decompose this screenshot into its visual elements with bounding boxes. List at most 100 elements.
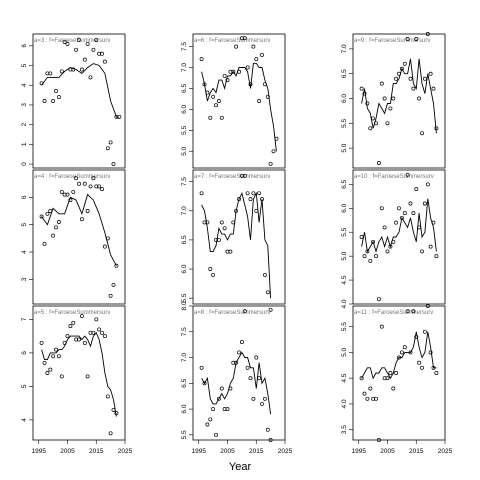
x-tick-label: 2015	[89, 448, 104, 455]
data-point	[111, 282, 116, 287]
fitted-line	[361, 198, 437, 253]
data-point	[385, 376, 390, 381]
data-point	[397, 71, 401, 76]
panel-title: a=3 : f=FaroeseSummersurv	[34, 38, 110, 44]
data-point	[65, 192, 70, 197]
fitted-line	[361, 58, 437, 134]
y-tick-label: 6	[21, 351, 28, 355]
panel-frame	[32, 169, 126, 305]
data-point	[54, 225, 58, 230]
data-point	[39, 214, 44, 219]
data-point	[245, 191, 250, 196]
data-point	[399, 66, 404, 71]
y-tick-label: 7.0	[181, 206, 188, 215]
data-point	[248, 376, 253, 381]
data-point	[208, 115, 213, 120]
data-point	[71, 189, 76, 194]
data-point	[54, 89, 58, 94]
data-point	[248, 82, 253, 87]
data-point	[97, 327, 102, 332]
data-point	[74, 176, 79, 181]
y-tick-label: 6.0	[341, 203, 348, 212]
data-point	[62, 340, 67, 345]
panel-4: a=4 : f=FaroeseSummersurv 3 4 5 6	[21, 169, 126, 305]
data-point	[97, 184, 102, 189]
data-point	[237, 197, 241, 202]
panel-1: a=3 : f=FaroeseSummersurv 0 1 2 3 4 5 6	[21, 33, 126, 169]
data-point	[214, 103, 218, 108]
y-tick-label: 7.5	[181, 42, 188, 51]
panel-3: a=9 : f=FaroeseSummersurv 5.0 5.5 6.0 6.5 7.0	[341, 32, 446, 169]
x-tick-label: 2025	[438, 448, 453, 455]
data-point	[199, 191, 204, 196]
data-point	[254, 355, 259, 360]
data-point	[39, 81, 44, 86]
data-point	[228, 386, 233, 391]
data-point	[397, 355, 401, 360]
data-point	[434, 254, 439, 259]
data-point	[376, 297, 381, 302]
data-point	[91, 47, 96, 52]
panel-7: a=5 : f=FaroeseSummersurv 4 5 6 7 1995 2005 201…	[21, 305, 133, 455]
data-point	[417, 96, 422, 101]
y-tick-label: 5.5	[181, 125, 188, 134]
data-point	[108, 140, 113, 145]
panel-6: a=10 : f=FaroeseSummersurv 4.0 4.5 5.0 5.5 6.…	[341, 169, 446, 309]
data-point	[222, 226, 227, 231]
y-tick-label: 6.0	[341, 94, 348, 103]
data-point	[251, 44, 256, 49]
y-tick-label: 8.0	[181, 301, 188, 310]
data-point	[245, 365, 250, 370]
data-point	[71, 67, 76, 72]
data-point	[208, 417, 213, 422]
panel-title: a=7 : f=FaroeseSummersurv	[194, 174, 270, 180]
data-point	[431, 86, 436, 91]
data-point	[211, 94, 216, 99]
data-point	[417, 225, 422, 230]
data-point	[225, 407, 230, 412]
data-point	[362, 254, 367, 259]
data-point	[382, 96, 387, 101]
data-point	[242, 309, 247, 314]
data-point	[268, 161, 273, 166]
data-point	[265, 94, 270, 99]
data-point	[391, 96, 396, 101]
data-point	[219, 386, 224, 391]
data-point	[374, 121, 378, 126]
data-point	[254, 57, 259, 62]
data-point	[102, 244, 107, 249]
data-point	[242, 36, 247, 41]
data-point	[62, 39, 67, 44]
data-point	[428, 71, 433, 76]
y-tick-label: 4.0	[341, 399, 348, 408]
data-point	[265, 427, 270, 432]
data-point	[371, 116, 376, 121]
fitted-line	[201, 62, 277, 152]
data-point	[365, 101, 370, 106]
y-tick-label: 3	[21, 277, 28, 281]
data-point	[391, 386, 396, 391]
data-point	[228, 249, 233, 254]
y-tick-label: 4	[21, 418, 28, 422]
data-point	[405, 37, 410, 41]
data-point	[365, 396, 370, 401]
data-point	[399, 215, 404, 220]
data-point	[56, 95, 61, 100]
data-point	[231, 69, 236, 74]
data-point	[268, 307, 273, 312]
data-point	[242, 173, 247, 178]
data-point	[376, 161, 381, 165]
data-point	[85, 209, 90, 213]
data-point	[402, 345, 407, 350]
y-tick-label: 4.0	[341, 299, 348, 308]
data-point	[434, 371, 439, 375]
data-point	[100, 330, 104, 335]
panel-9: a=11 : f=FaroeseSummersurv 3.5 4.0 4.5 5.0 5.…	[341, 304, 453, 455]
data-point	[51, 99, 56, 103]
data-point	[388, 106, 393, 111]
data-point	[365, 249, 370, 254]
data-point	[382, 225, 387, 230]
x-tick-label: 2015	[409, 448, 424, 455]
data-point	[82, 181, 87, 186]
